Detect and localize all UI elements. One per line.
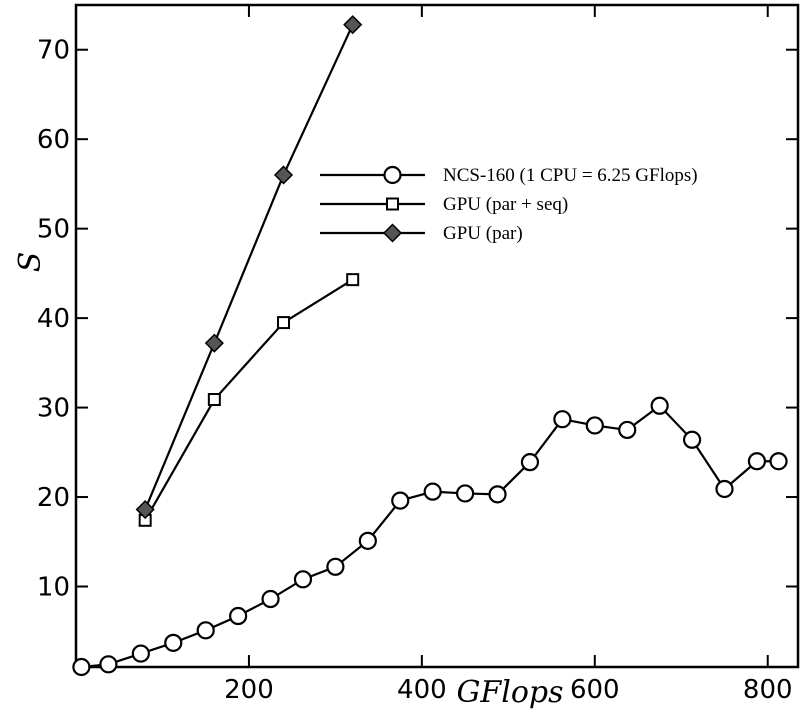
x-tick-label: 600 <box>570 675 620 705</box>
square-marker <box>386 197 399 211</box>
y-tick-label: 30 <box>37 394 70 424</box>
circle-marker <box>229 606 248 626</box>
circle-marker <box>383 165 402 185</box>
x-tick-label: 400 <box>397 675 447 705</box>
circle-marker <box>423 482 442 501</box>
legend-label: NCS-160 (1 CPU = 6.25 GFlops) <box>443 165 698 186</box>
circle-marker <box>261 589 280 609</box>
legend-item: NCS-160 (1 CPU = 6.25 GFlops) <box>320 165 698 186</box>
circle-marker <box>488 485 507 504</box>
legend: NCS-160 (1 CPU = 6.25 GFlops) GPU (par + … <box>320 165 698 244</box>
y-tick-label: 70 <box>37 36 70 66</box>
circle-marker <box>164 633 183 652</box>
series-1 <box>72 396 788 677</box>
legend-label: GPU (par) <box>443 223 523 244</box>
y-tick-label: 60 <box>37 125 70 155</box>
plot-frame <box>74 3 800 669</box>
circle-marker <box>520 453 540 472</box>
circle-marker <box>650 396 669 415</box>
circle-marker <box>682 430 702 449</box>
diamond-marker <box>382 223 403 243</box>
circle-marker <box>72 657 91 677</box>
series-2 <box>138 273 360 527</box>
series-line <box>144 278 354 521</box>
square-marker <box>346 273 360 287</box>
circle-marker <box>99 655 118 674</box>
square-marker <box>207 393 221 407</box>
square-marker <box>277 316 291 330</box>
series-3 <box>135 15 363 520</box>
x-tick-label: 800 <box>743 675 793 705</box>
circle-marker <box>391 491 410 510</box>
legend-item: GPU (par) <box>320 223 523 244</box>
series-line <box>144 24 354 510</box>
circle-marker <box>618 420 637 440</box>
circle-marker <box>326 557 345 576</box>
circle-marker <box>769 452 788 471</box>
diamond-marker <box>135 499 155 520</box>
circle-marker <box>585 416 604 435</box>
x-axis-title: GFlops <box>456 675 563 710</box>
circle-marker <box>715 479 734 499</box>
series-layer <box>72 15 788 677</box>
circle-marker <box>456 484 475 503</box>
circle-marker <box>747 452 767 471</box>
y-axis-title: S <box>13 252 48 273</box>
y-tick-label: 50 <box>37 215 70 245</box>
y-tick-label: 40 <box>37 304 70 334</box>
diamond-marker <box>273 165 294 185</box>
circle-marker <box>293 570 313 589</box>
y-tick-label: 10 <box>37 572 70 602</box>
axis-ticks: 200 400 600 800 10 20 30 40 50 60 70 <box>37 5 798 705</box>
legend-item: GPU (par + seq) <box>320 194 568 215</box>
x-tick-label: 200 <box>224 675 274 705</box>
circle-marker <box>196 621 215 640</box>
y-tick-label: 20 <box>37 483 70 513</box>
diamond-marker <box>343 15 363 35</box>
circle-marker <box>553 410 572 429</box>
diamond-marker <box>204 333 224 353</box>
circle-marker <box>358 531 377 550</box>
circle-marker <box>131 644 150 663</box>
series-line <box>81 404 779 669</box>
legend-label: GPU (par + seq) <box>443 194 568 215</box>
